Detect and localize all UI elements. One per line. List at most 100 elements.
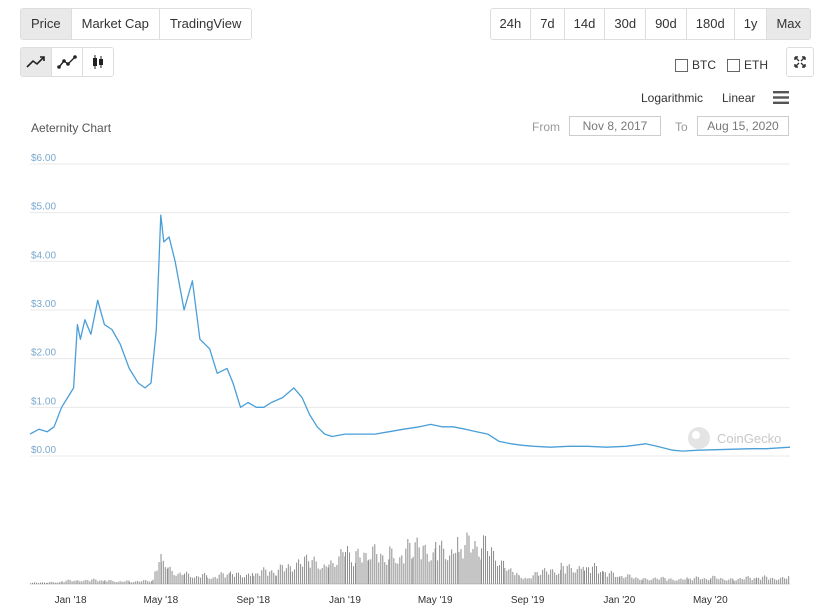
volume-bar [504,567,506,584]
volume-bar [399,557,401,584]
volume-bar [164,567,166,584]
from-label: From [532,120,560,134]
range-1y-button[interactable]: 1y [734,9,768,39]
volume-bar [53,582,55,584]
candlestick-chart-button[interactable] [83,48,113,76]
y-tick-label: $3.00 [31,299,56,310]
volume-bar [627,574,629,584]
range-max-button[interactable]: Max [767,9,810,39]
volume-bar [639,579,641,584]
volume-bar [495,560,497,584]
volume-bar [439,545,441,584]
logarithmic-toggle[interactable]: Logarithmic [641,91,704,105]
volume-bar [69,579,71,584]
volume-bar [582,566,584,584]
line-chart-button[interactable] [21,48,52,76]
volume-bar [660,577,662,584]
volume-bar [528,578,530,584]
candlestick-icon [93,55,103,69]
volume-bar [631,577,633,584]
volume-bar [755,578,757,584]
volume-bar [412,556,414,584]
tab-price[interactable]: Price [21,9,72,39]
volume-bar [670,578,672,584]
volume-bar [695,576,697,584]
volume-bar [637,578,639,584]
volume-bar [432,552,434,584]
volume-bar [357,548,359,584]
volume-bar [154,571,156,584]
volume-bar [774,579,776,584]
volume-bar [67,579,69,584]
volume-bar [468,535,470,584]
x-tick-label: May '20 [693,595,728,606]
volume-bar [365,553,367,584]
volume-bar [57,582,59,584]
range-30d-button[interactable]: 30d [605,9,647,39]
y-tick-label: $0.00 [31,445,56,456]
volume-bar [99,580,101,584]
coingecko-watermark: CoinGecko [688,427,781,449]
btc-checkbox[interactable] [675,58,688,72]
to-date-input[interactable] [697,116,789,136]
compare-btc[interactable]: BTC [675,58,716,72]
point-line-chart-button[interactable] [52,48,83,76]
volume-bar [160,561,162,584]
volume-bar [114,581,116,584]
volume-bar [726,580,728,584]
volume-bar [122,581,124,584]
eth-checkbox[interactable] [727,58,740,72]
tab-market-cap[interactable]: Market Cap [71,9,160,39]
volume-bar [79,581,81,584]
volume-bar [59,582,61,584]
volume-bar [306,554,308,584]
volume-bar [411,558,413,584]
from-date-input[interactable] [569,116,661,136]
volume-bar [255,573,257,584]
volume-bar [445,559,447,584]
range-7d-button[interactable]: 7d [531,9,565,39]
volume-bar [386,564,388,584]
volume-bar [283,571,285,584]
volume-bar [449,555,451,584]
volume-bar [522,579,524,584]
volume-bar [34,582,35,584]
compare-eth[interactable]: ETH [727,58,768,72]
volume-bar [91,579,93,584]
volume-bar [315,561,317,584]
volume-bar [443,548,445,584]
chart-menu-button[interactable] [773,91,789,109]
volume-bar [435,541,437,584]
volume-bar [245,574,247,584]
volume-bar [253,575,255,584]
volume-bar [586,567,588,584]
range-24h-button[interactable]: 24h [490,9,532,39]
volume-bar [646,579,648,584]
volume-bar [453,553,455,584]
volume-bar [532,575,534,584]
price-line [29,214,791,452]
volume-bar [395,563,397,584]
volume-bar [478,556,480,584]
volume-bar [672,579,674,584]
volume-bar [416,537,418,584]
volume-bar [424,544,426,584]
volume-bar [457,536,459,584]
fullscreen-button[interactable] [786,47,814,77]
volume-bar [204,572,206,584]
volume-bar [588,567,590,584]
linear-toggle[interactable]: Linear [722,91,756,105]
range-90d-button[interactable]: 90d [646,9,687,39]
volume-bar [674,580,676,584]
volume-bar [231,574,233,584]
range-180d-button[interactable]: 180d [686,9,735,39]
volume-bar [183,574,185,584]
volume-bar [63,582,65,584]
range-14d-button[interactable]: 14d [564,9,606,39]
volume-bar [689,578,691,584]
volume-bar [370,559,372,584]
tab-tradingview[interactable]: TradingView [159,9,252,39]
volume-bar [325,566,327,584]
volume-bar [243,577,245,584]
